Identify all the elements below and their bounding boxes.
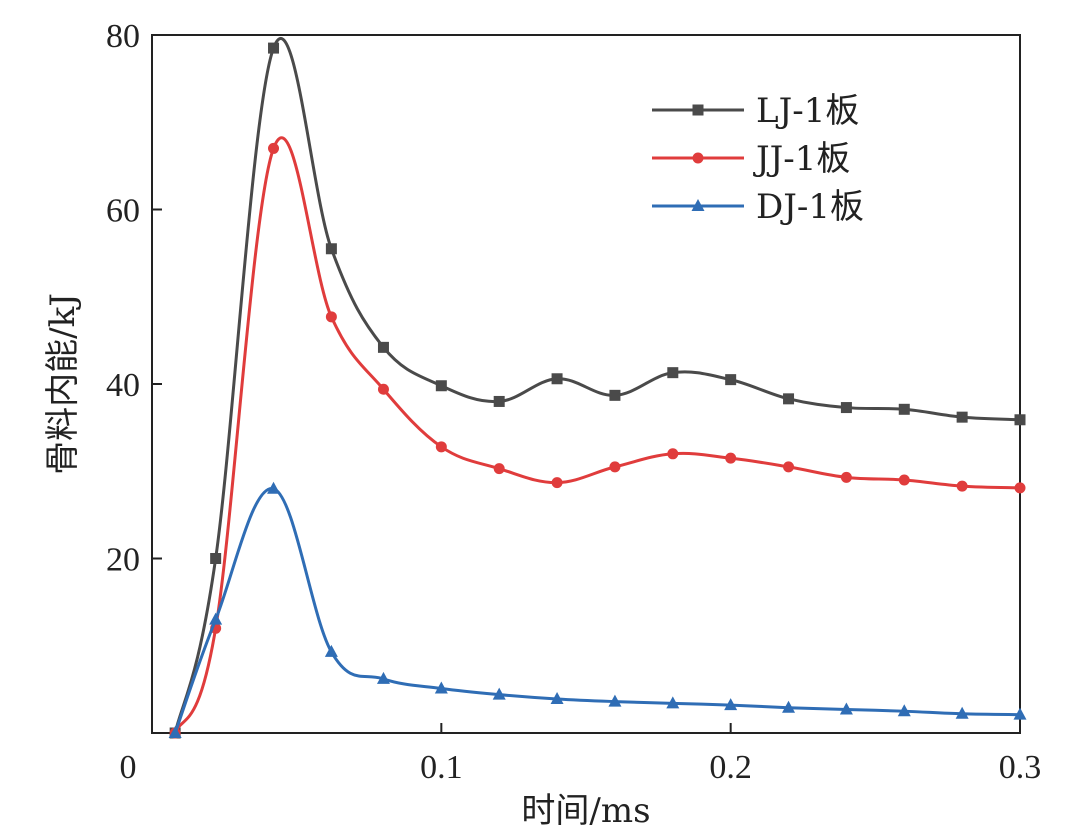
data-point	[840, 402, 852, 414]
data-point	[897, 704, 911, 717]
data-point	[377, 383, 389, 395]
y-tick-label: 40	[106, 367, 140, 404]
legend-item: DJ-1板	[652, 187, 864, 227]
data-point	[667, 367, 679, 379]
data-point	[493, 395, 505, 407]
data-point	[956, 480, 968, 492]
legend-marker	[692, 104, 704, 116]
data-point	[783, 461, 795, 473]
data-point	[267, 481, 281, 494]
series-layer	[168, 37, 1027, 739]
data-point	[898, 474, 910, 486]
data-point	[724, 698, 738, 711]
legend-item: JJ-1板	[652, 139, 850, 179]
x-tick-label: 0.2	[709, 749, 752, 786]
data-point	[666, 696, 680, 709]
series-1	[169, 37, 1026, 739]
data-point	[1013, 707, 1027, 720]
data-point	[492, 687, 506, 700]
data-point	[550, 691, 564, 704]
data-point	[493, 463, 505, 475]
data-point	[435, 441, 447, 453]
data-point	[434, 681, 448, 694]
y-axis-ticks: 20 40 60 80	[106, 18, 162, 579]
data-point	[324, 644, 338, 657]
legend-marker	[691, 199, 705, 211]
data-point	[667, 448, 679, 460]
data-point	[1014, 414, 1026, 426]
data-point	[210, 553, 222, 564]
x-axis-title: 时间/ms	[521, 791, 650, 831]
data-point	[209, 612, 223, 625]
x-tick-label: 0	[120, 749, 137, 786]
legend-label: DJ-1板	[756, 187, 864, 227]
data-point	[955, 706, 969, 719]
data-point	[956, 411, 968, 423]
y-tick-label: 80	[106, 18, 140, 55]
legend-label: LJ-1板	[756, 91, 859, 131]
data-point	[839, 702, 853, 715]
data-point	[783, 393, 795, 405]
plot-frame	[151, 34, 1021, 734]
data-point	[325, 243, 337, 255]
series-line	[173, 37, 1021, 734]
data-point	[551, 373, 563, 385]
series-line	[173, 136, 1021, 734]
data-point	[377, 341, 389, 353]
data-point	[609, 389, 621, 401]
y-tick-label: 60	[106, 193, 140, 230]
data-point	[898, 403, 910, 415]
data-point	[551, 477, 563, 489]
data-point	[725, 452, 737, 464]
legend-marker	[692, 152, 704, 164]
x-tick-label: 0.3	[999, 749, 1042, 786]
y-axis-title: 骨料内能/kJ	[43, 293, 83, 475]
series-3	[168, 481, 1027, 738]
x-tick-label: 0.1	[420, 749, 463, 786]
legend-label: JJ-1板	[753, 139, 850, 179]
data-point	[376, 671, 390, 684]
data-point	[168, 726, 182, 738]
data-point	[725, 374, 737, 386]
legend-item: LJ-1板	[652, 91, 859, 131]
x-axis-ticks: 0 0.1 0.2 0.3	[120, 723, 1042, 786]
data-point	[268, 42, 280, 54]
data-point	[435, 380, 447, 392]
series-2	[169, 136, 1026, 739]
series-line	[173, 487, 1021, 734]
y-tick-label: 20	[106, 542, 140, 579]
data-point	[840, 471, 852, 483]
data-point	[268, 142, 280, 154]
legend: LJ-1板 JJ-1板 DJ-1板	[652, 91, 864, 227]
data-point	[609, 461, 621, 473]
data-point	[1014, 482, 1026, 494]
data-point	[782, 700, 796, 713]
data-point	[608, 694, 622, 707]
data-point	[325, 311, 337, 323]
